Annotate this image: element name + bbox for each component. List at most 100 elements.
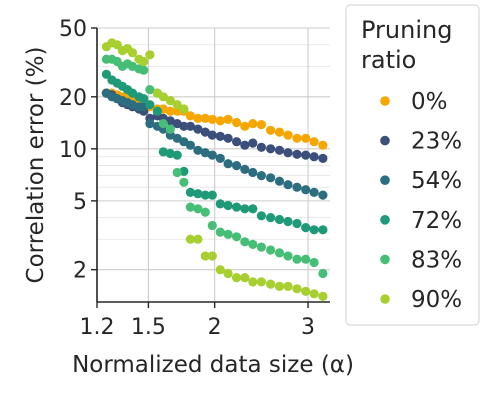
legend-title: Pruning ratio — [361, 16, 452, 74]
data-point — [283, 251, 293, 261]
data-point — [248, 138, 258, 148]
data-point — [185, 140, 195, 150]
data-point — [240, 273, 250, 283]
data-point — [309, 289, 319, 299]
data-point — [292, 218, 302, 229]
data-point — [223, 229, 233, 239]
legend-items: 0% 23% 54% 72% 83% 90% — [380, 89, 462, 313]
data-point — [158, 147, 168, 157]
data-point — [301, 223, 311, 233]
data-point — [165, 124, 175, 134]
data-point — [256, 242, 266, 252]
data-point — [318, 153, 328, 163]
y-tick-label: 5 — [73, 190, 87, 215]
marks-layer — [101, 38, 328, 301]
data-point — [309, 225, 319, 235]
data-point — [165, 96, 175, 106]
data-point — [256, 211, 266, 221]
legend-marker — [380, 215, 390, 225]
data-point — [318, 140, 328, 150]
data-point — [193, 113, 203, 123]
legend-label: 54% — [411, 168, 462, 194]
data-point — [185, 202, 195, 212]
data-point — [215, 116, 225, 126]
y-tick-label: 2 — [73, 259, 87, 284]
data-point — [248, 204, 258, 214]
data-point — [318, 225, 328, 235]
data-point — [193, 204, 203, 214]
x-tick-label: 1.5 — [131, 315, 166, 340]
x-tick-label: 3 — [301, 315, 315, 340]
data-point — [309, 152, 319, 162]
data-point — [274, 176, 285, 186]
data-point — [215, 199, 225, 209]
data-point — [240, 121, 250, 131]
legend-label: 0% — [411, 89, 448, 115]
legend-marker — [380, 135, 390, 146]
data-point — [232, 137, 242, 147]
data-point — [185, 234, 195, 244]
data-point — [193, 145, 203, 155]
data-point — [232, 161, 242, 171]
data-point — [145, 119, 155, 129]
data-point — [318, 190, 328, 200]
data-point — [240, 204, 250, 214]
legend-label: 72% — [411, 208, 462, 234]
data-point — [179, 121, 189, 131]
data-point — [207, 130, 217, 140]
data-point — [292, 133, 302, 143]
data-point — [145, 50, 155, 60]
data-point — [309, 137, 319, 147]
data-point — [145, 85, 155, 95]
data-point — [318, 291, 328, 301]
data-point — [283, 281, 293, 291]
legend-label: 23% — [411, 129, 462, 155]
data-point — [240, 140, 250, 150]
data-point — [207, 114, 217, 124]
data-point — [172, 167, 182, 178]
y-tick-layer: 2 5 10 20 50 — [59, 17, 97, 284]
data-point — [309, 187, 319, 197]
data-point — [301, 254, 311, 264]
data-point — [139, 56, 149, 67]
data-point — [145, 100, 155, 110]
legend-box — [345, 4, 480, 326]
data-point — [165, 148, 175, 159]
x-tick-label: 2 — [208, 315, 222, 340]
data-point — [223, 268, 233, 279]
data-point — [193, 124, 203, 134]
data-point — [274, 248, 285, 258]
data-point — [274, 281, 285, 291]
data-point — [158, 92, 168, 102]
data-point — [248, 119, 258, 129]
legend-label: 90% — [411, 287, 462, 313]
data-point — [266, 125, 276, 135]
data-point — [179, 104, 189, 114]
data-point — [232, 117, 242, 128]
y-axis-title: Correlation error (%) — [23, 47, 49, 284]
data-point — [266, 173, 276, 183]
data-point — [283, 130, 293, 140]
data-point — [274, 214, 285, 225]
legend-marker — [380, 175, 390, 185]
data-point — [301, 150, 311, 160]
legend-marker — [380, 254, 390, 265]
data-point — [266, 245, 276, 255]
data-point — [240, 237, 250, 247]
data-point — [215, 131, 225, 141]
data-point — [215, 153, 225, 163]
data-point — [283, 148, 293, 158]
data-point — [139, 65, 149, 75]
y-tick-label: 20 — [59, 86, 87, 111]
x-tick-label: 1.2 — [80, 315, 115, 340]
data-point — [179, 177, 189, 187]
data-point — [207, 220, 217, 231]
data-point — [232, 232, 242, 242]
data-point — [172, 150, 182, 160]
data-point — [240, 164, 250, 174]
data-point — [274, 127, 285, 137]
data-point — [127, 48, 138, 58]
data-point — [193, 189, 203, 199]
